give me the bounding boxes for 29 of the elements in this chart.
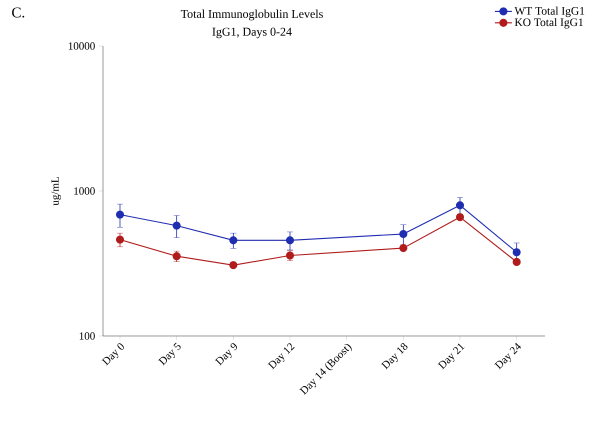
point [116,236,124,244]
x-tick-label: Day 9 [214,343,238,366]
x-tick-label: Day 0 [102,343,124,366]
text: C. [12,7,24,18]
y-tick-label: 1000 [74,187,95,195]
point [399,230,408,238]
point [512,258,521,266]
point [456,201,464,210]
point [116,210,124,219]
point [512,248,521,256]
legend-label: WT Total IgG1 [514,6,584,18]
point [172,252,181,260]
x-tick-label: Day 5 [158,342,181,366]
y-tick-label: 100 [80,332,95,340]
x-tick-label: Day 21 [438,343,465,370]
chart-title: Total Immunoglobulin Levels [180,10,323,20]
x-tick-label: Day 12 [268,343,295,370]
chart-subtitle: IgG1, Days 0-24 [212,28,292,38]
point [229,261,238,270]
point [399,244,408,252]
x-tick-label: Day 24 [494,342,521,370]
point [286,236,294,244]
y-axis-title: ug/mL [51,177,61,206]
legend-label: KO Total IgG1 [514,18,583,29]
point [456,213,464,222]
point [172,222,181,230]
y-tick-label: 10000 [68,42,95,50]
x-tick-label: Day 18 [381,343,408,370]
point [229,236,238,244]
